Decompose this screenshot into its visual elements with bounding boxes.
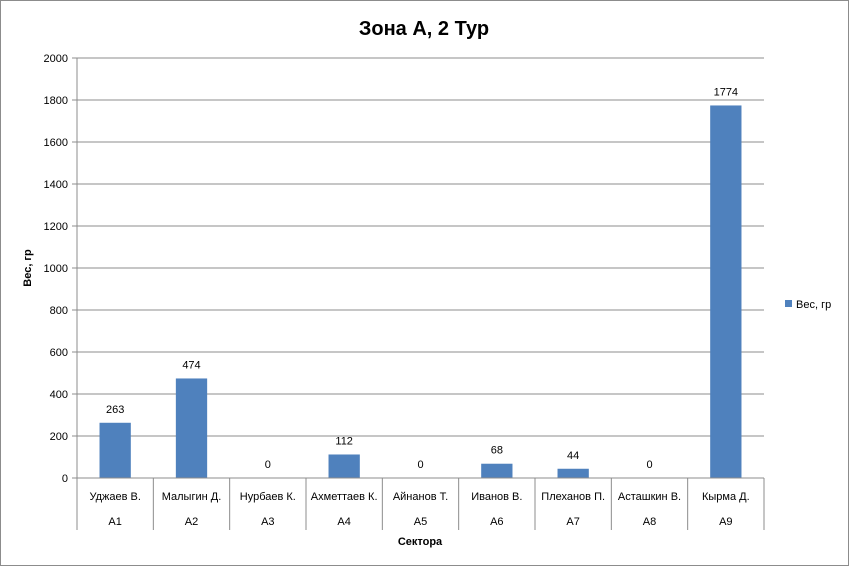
y-tick-label: 1000 <box>44 263 68 275</box>
y-axis-ticks: 0 200 400 600 800 1000 1200 1400 1600 1800 2000 <box>44 53 77 485</box>
x-axis-title: Сектора <box>398 536 443 548</box>
y-tick-label: 400 <box>50 389 68 401</box>
data-label: 68 <box>491 445 503 457</box>
bars <box>99 105 742 479</box>
chart-title: Зона А, 2 Тур <box>359 18 489 40</box>
x-tick-label-name: Уджаев В. <box>89 491 140 503</box>
legend-swatch <box>785 300 792 307</box>
data-label: 0 <box>417 459 423 471</box>
legend: Вес, гр <box>785 299 831 311</box>
x-tick-label-name: Ахметтаев К. <box>311 491 378 503</box>
x-tick-label-sector: А5 <box>414 516 427 528</box>
y-tick-label: 1600 <box>44 137 68 149</box>
data-label: 0 <box>646 459 652 471</box>
y-tick-label: 1800 <box>44 95 68 107</box>
x-tick-label-name: Асташкин В. <box>618 491 681 503</box>
data-label: 112 <box>335 435 353 447</box>
bar <box>99 422 131 478</box>
x-tick-label-name: Иванов В. <box>471 491 522 503</box>
data-labels: 263 474 0 112 0 68 44 0 1774 <box>106 86 738 471</box>
data-label: 0 <box>265 459 271 471</box>
y-tick-label: 200 <box>50 431 68 443</box>
x-tick-label-name: Плеханов П. <box>541 491 605 503</box>
bar <box>328 454 360 478</box>
y-tick-label: 2000 <box>44 53 68 65</box>
x-tick-label-sector: А6 <box>490 516 503 528</box>
y-tick-label: 1400 <box>44 179 68 191</box>
bar <box>175 378 208 478</box>
x-tick-label-sector: А8 <box>643 516 656 528</box>
data-label: 1774 <box>714 86 738 98</box>
x-tick-label-sector: А9 <box>719 516 732 528</box>
data-label: 474 <box>182 359 200 371</box>
x-axis: Уджаев В. А1 Малыгин Д. А2 Нурбаев К. А3 Ахмет… <box>76 58 765 530</box>
x-tick-label-sector: А4 <box>337 516 350 528</box>
y-tick-label: 1200 <box>44 221 68 233</box>
y-tick-label: 600 <box>50 347 68 359</box>
data-label: 44 <box>567 450 579 462</box>
x-tick-label-sector: А7 <box>566 516 579 528</box>
y-tick-label: 0 <box>62 473 68 485</box>
bar <box>710 105 742 479</box>
x-tick-label-name: Нурбаев К. <box>240 491 296 503</box>
x-tick-label-sector: А2 <box>185 516 198 528</box>
legend-label: Вес, гр <box>796 299 831 311</box>
bar <box>481 463 513 478</box>
x-tick-label-sector: А1 <box>108 516 121 528</box>
bar <box>557 468 589 478</box>
x-tick-label-name: Айнанов Т. <box>393 491 448 503</box>
data-label: 263 <box>106 404 124 416</box>
x-tick-label-name: Кырма Д. <box>702 491 750 503</box>
y-tick-label: 800 <box>50 305 68 317</box>
y-axis-title: Вес, гр <box>22 249 34 287</box>
x-tick-label-sector: А3 <box>261 516 274 528</box>
x-tick-label-name: Малыгин Д. <box>162 491 222 503</box>
